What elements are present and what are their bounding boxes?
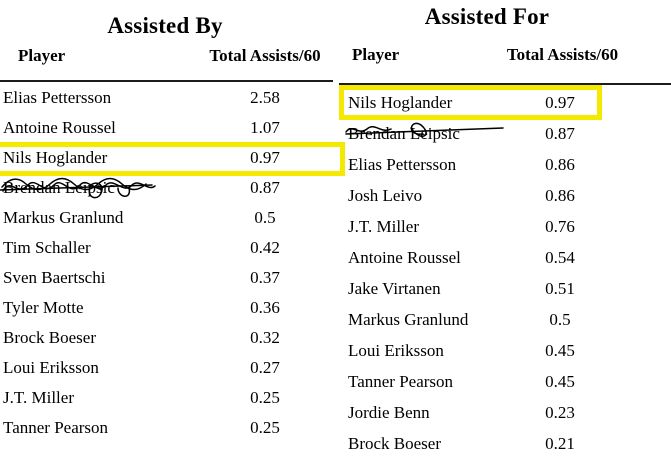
header-divider xyxy=(0,80,333,82)
assists-value: 0.97 xyxy=(250,148,280,167)
player-name: Markus Granlund xyxy=(348,310,469,329)
table-row: Brendan Leipsic 0.87 xyxy=(0,177,345,208)
table-rows: Elias Pettersson 2.58 Antoine Roussel 1.07 N… xyxy=(0,88,345,448)
player-name: Markus Granlund xyxy=(3,208,124,227)
player-name: Loui Eriksson xyxy=(348,341,444,360)
table-row: Brock Boeser 0.21 xyxy=(337,434,671,465)
column-header-total-assists: Total Assists/60 xyxy=(506,45,619,64)
table-row: Sven Baertschi 0.37 xyxy=(0,268,345,298)
assists-value: 1.07 xyxy=(250,118,280,137)
assists-value: 0.87 xyxy=(545,124,575,143)
column-header-player: Player xyxy=(352,45,400,64)
player-name: Antoine Roussel xyxy=(3,118,116,137)
player-name: Tanner Pearson xyxy=(3,418,109,437)
table-row: Brendan Leipsic 0.87 xyxy=(337,122,671,155)
table-row: Antoine Roussel 0.54 xyxy=(337,248,671,279)
assisted-by-table: Assisted By Player Total Assists/60 Elia… xyxy=(0,13,345,448)
player-name: Elias Pettersson xyxy=(3,88,112,107)
player-name: Jake Virtanen xyxy=(348,279,441,298)
table-row: J.T. Miller 0.76 xyxy=(337,217,671,248)
table-row: Markus Granlund 0.5 xyxy=(337,310,671,341)
player-name: Brendan Leipsic xyxy=(348,124,460,143)
assists-value: 0.86 xyxy=(545,155,575,174)
assists-value: 0.32 xyxy=(250,328,280,347)
table-row: Elias Pettersson 2.58 xyxy=(0,88,345,118)
assists-value: 0.42 xyxy=(250,238,280,257)
table-row: Loui Eriksson 0.45 xyxy=(337,341,671,372)
assists-value: 0.87 xyxy=(250,178,280,197)
assists-value: 0.23 xyxy=(545,403,575,422)
assists-value: 0.25 xyxy=(250,388,280,407)
assists-value: 2.58 xyxy=(250,88,280,107)
player-name: Jordie Benn xyxy=(348,403,430,422)
player-name: Brendan Leipsic xyxy=(3,178,115,197)
table-row: Tanner Pearson 0.25 xyxy=(0,418,345,448)
table-row: Tyler Motte 0.36 xyxy=(0,298,345,328)
assists-value: 0.37 xyxy=(250,268,280,287)
player-name: Loui Eriksson xyxy=(3,358,99,377)
table-row: Nils Hoglander 0.97 xyxy=(0,142,345,178)
assists-value: 0.54 xyxy=(545,248,575,267)
assists-value: 0.45 xyxy=(545,372,575,391)
assists-value: 0.36 xyxy=(250,298,280,317)
player-name: J.T. Miller xyxy=(3,388,74,407)
player-name: Antoine Roussel xyxy=(348,248,461,267)
table-row: Markus Granlund 0.5 xyxy=(0,208,345,238)
player-name: J.T. Miller xyxy=(348,217,419,236)
table-row: Tanner Pearson 0.45 xyxy=(337,372,671,403)
player-name: Elias Pettersson xyxy=(348,155,457,174)
table-row: Elias Pettersson 0.86 xyxy=(337,155,671,186)
assists-value: 0.27 xyxy=(250,358,280,377)
header-divider xyxy=(339,83,671,85)
table-title: Assisted By xyxy=(107,13,223,38)
player-name: Brock Boeser xyxy=(348,434,442,453)
table-row: Loui Eriksson 0.27 xyxy=(0,358,345,388)
table-row: Brock Boeser 0.32 xyxy=(0,328,345,358)
table-row: Josh Leivo 0.86 xyxy=(337,186,671,217)
table-row: Antoine Roussel 1.07 xyxy=(0,118,345,148)
player-name: Brock Boeser xyxy=(3,328,97,347)
player-name: Nils Hoglander xyxy=(3,148,108,167)
table-row: Jordie Benn 0.23 xyxy=(337,403,671,434)
assists-value: 0.5 xyxy=(254,208,276,227)
assists-value: 0.21 xyxy=(545,434,575,453)
assisted-for-table: Assisted For Player Total Assists/60 Nil… xyxy=(337,0,671,469)
player-name: Josh Leivo xyxy=(348,186,423,205)
player-name: Tyler Motte xyxy=(3,298,84,317)
column-header-player: Player xyxy=(18,46,66,65)
table-row: J.T. Miller 0.25 xyxy=(0,388,345,418)
player-name: Sven Baertschi xyxy=(3,268,106,287)
player-name: Tanner Pearson xyxy=(348,372,454,391)
assists-value: 0.51 xyxy=(545,279,575,298)
assists-value: 0.5 xyxy=(549,310,571,329)
table-row: Jake Virtanen 0.51 xyxy=(337,279,671,310)
column-header-total-assists: Total Assists/60 xyxy=(209,46,321,65)
player-name: Nils Hoglander xyxy=(348,93,453,112)
table-row: Nils Hoglander 0.97 xyxy=(337,85,671,124)
assists-value: 0.97 xyxy=(545,93,575,112)
assists-value: 0.45 xyxy=(545,341,575,360)
table-rows: Nils Hoglander 0.97 Brendan Leipsic 0.87 El… xyxy=(337,85,671,465)
assists-value: 0.25 xyxy=(250,418,280,437)
assists-value: 0.76 xyxy=(545,217,575,236)
player-name: Tim Schaller xyxy=(3,238,91,257)
table-row: Tim Schaller 0.42 xyxy=(0,238,345,268)
table-title: Assisted For xyxy=(424,4,550,29)
assists-value: 0.86 xyxy=(545,186,575,205)
